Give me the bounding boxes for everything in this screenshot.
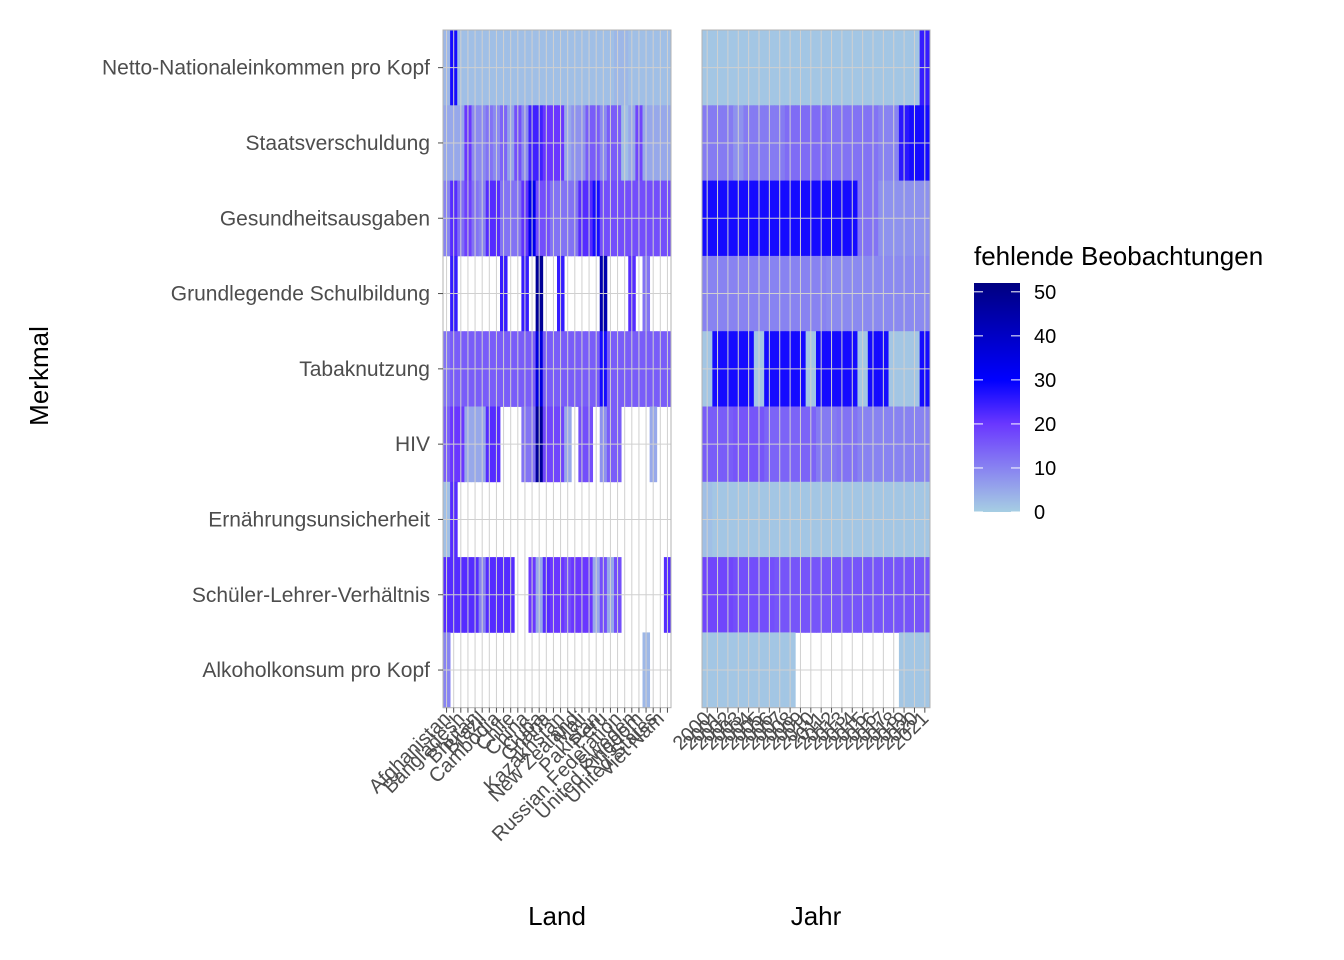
y-tick-label: Staatsverschuldung — [246, 132, 430, 155]
legend-tick-label: 50 — [1034, 282, 1056, 304]
y-tick-label: Tabaknutzung — [299, 358, 430, 381]
legend-tick-label: 0 — [1034, 502, 1045, 524]
y-tick-label: Alkoholkonsum pro Kopf — [202, 659, 430, 682]
y-tick-label: Netto-Nationaleinkommen pro Kopf — [102, 57, 430, 80]
legend-tick-label: 40 — [1034, 326, 1056, 348]
y-tick-label: Schüler-Lehrer-Verhältnis — [192, 584, 430, 607]
y-tick-label: HIV — [395, 433, 430, 456]
y-tick-label: Gesundheitsausgaben — [220, 207, 430, 230]
legend-tick-label: 10 — [1034, 458, 1056, 480]
y-axis-ticks: Netto-Nationaleinkommen pro Kopf Staatsve… — [102, 57, 443, 682]
legend-tick-label: 30 — [1034, 370, 1056, 392]
x-axis-title-jahr: Jahr — [791, 901, 842, 931]
y-axis-title: Merkmal — [24, 326, 54, 426]
legend-color-bar — [974, 283, 1020, 512]
legend-title: fehlende Beobachtungen — [974, 241, 1263, 271]
x-axis-title-land: Land — [528, 901, 586, 931]
panel-jahr-border — [701, 29, 931, 709]
panel-jahr: 2000200120022003200420052006200720082009… — [669, 29, 933, 755]
y-tick-label: Ernährungsunsicherheit — [208, 508, 430, 531]
color-legend: fehlende Beobachtungen 0 10 20 30 40 50 — [974, 241, 1263, 524]
panel-land: AfghanistanBangladeshBhutanBrazilCambodi… — [365, 29, 672, 846]
legend-tick-label: 20 — [1034, 414, 1056, 436]
y-tick-label: Grundlegende Schulbildung — [171, 283, 430, 306]
